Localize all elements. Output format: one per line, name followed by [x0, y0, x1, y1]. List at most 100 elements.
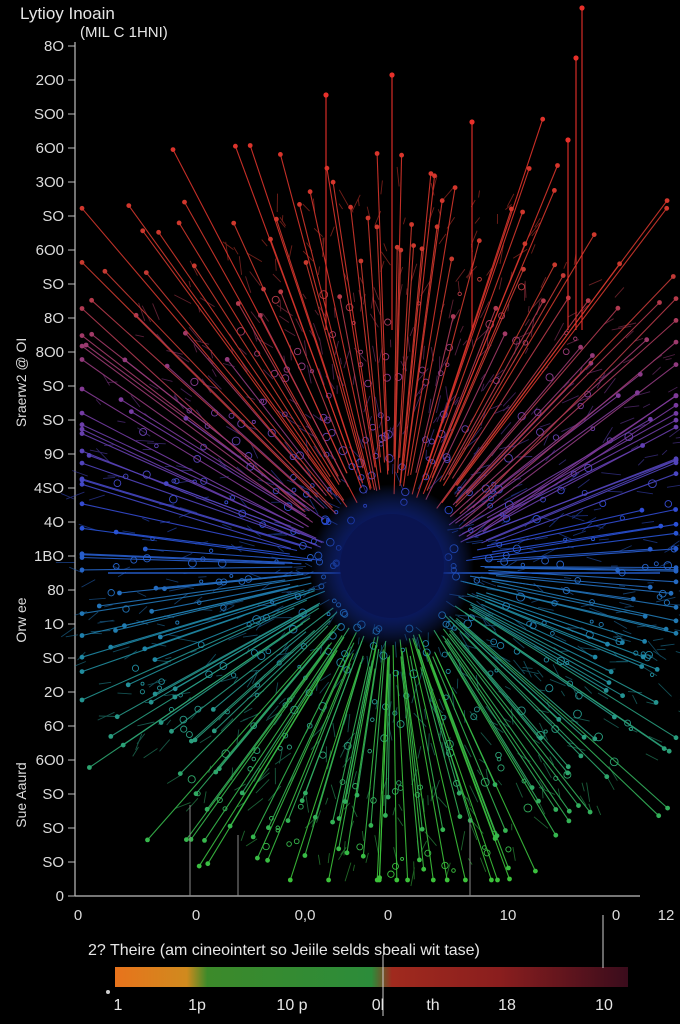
mesh-node [396, 780, 402, 786]
branch-line [490, 566, 677, 571]
branch-line [339, 296, 378, 491]
y-tick-label: 8O0 [36, 344, 64, 361]
colorbar-title: 2? Theire (am cineointert so Jeiile seld… [88, 942, 480, 959]
mesh-segment [644, 454, 659, 459]
mesh-segment [539, 423, 551, 428]
mesh-segment [624, 405, 640, 409]
mesh-segment [325, 797, 329, 805]
branch-tip [605, 641, 610, 647]
mesh-segment [272, 273, 282, 283]
mesh-segment [130, 395, 141, 408]
y-axis-ticks: 0 SO SO SO 6O0 6O 2O SO 1O 80 1BO 4O 4SO 9O SO SO 8O0 8O S… [34, 38, 75, 905]
branch-tip [142, 546, 148, 552]
mesh-node [442, 453, 451, 462]
mesh-segment [284, 646, 289, 653]
mesh-segment [622, 629, 632, 635]
branch-tip [79, 357, 85, 362]
mesh-node [461, 425, 469, 433]
mesh-segment [193, 339, 210, 345]
branch-tip [565, 764, 571, 770]
branch-line [135, 314, 337, 514]
branch-line [81, 556, 285, 565]
mesh-segment [122, 530, 136, 534]
mesh-segment [502, 392, 517, 407]
mesh-node [139, 689, 145, 695]
mesh-segment [149, 383, 159, 390]
mesh-segment [380, 180, 383, 195]
mesh-segment [482, 624, 496, 627]
mesh-segment [471, 592, 479, 598]
branch-line [492, 525, 661, 553]
branch-line [350, 207, 382, 473]
branch-line [81, 589, 305, 658]
branch-line [81, 345, 305, 512]
mesh-segment [464, 632, 470, 638]
mesh-segment [507, 303, 510, 312]
mesh-node [396, 720, 405, 729]
mesh-segment [613, 620, 628, 629]
mesh-segment [366, 206, 371, 218]
branch-tip [191, 263, 197, 269]
spike-tip [469, 119, 475, 125]
mesh-node [190, 377, 199, 386]
mesh-segment [512, 248, 528, 259]
branch-tip [673, 417, 679, 423]
mesh-segment [383, 243, 388, 252]
branch-line [466, 362, 592, 494]
branch-tip [210, 707, 216, 712]
mesh-node [424, 849, 432, 857]
mesh-segment [457, 615, 466, 621]
mesh-segment [552, 664, 561, 679]
mesh-node [293, 347, 302, 356]
branch-line [431, 190, 555, 479]
mesh-segment [343, 714, 348, 725]
mesh-node [422, 473, 430, 481]
mesh-node [534, 408, 542, 417]
mesh-segment [499, 547, 515, 550]
branch-line [171, 607, 334, 732]
branch-line [481, 462, 677, 544]
branch-tip [376, 877, 382, 883]
branch-line [191, 629, 316, 742]
branch-line [462, 581, 677, 634]
mesh-segment [459, 325, 464, 333]
mesh-segment [622, 591, 636, 595]
mesh-segment [97, 711, 115, 721]
mesh-segment [98, 715, 117, 717]
branch-tip [670, 274, 676, 279]
mesh-node [495, 751, 502, 759]
mesh-segment [428, 475, 443, 490]
branch-line [356, 649, 380, 796]
mesh-segment [174, 593, 188, 605]
branch-line [376, 153, 389, 471]
mesh-segment [498, 720, 511, 728]
mesh-segment [656, 648, 666, 651]
mesh-segment [521, 669, 539, 675]
mesh-segment [608, 490, 623, 493]
mesh-segment [188, 327, 202, 342]
mesh-node [306, 722, 313, 729]
y-tick-label: 3O0 [36, 174, 64, 191]
mesh-node [584, 390, 591, 398]
mesh-node [664, 500, 673, 508]
branch-tip [592, 736, 598, 742]
mesh-segment [543, 762, 552, 779]
mesh-node [252, 615, 261, 624]
y-side-label: 2 @ OI [13, 338, 29, 383]
mesh-segment [454, 338, 462, 356]
x-tick-label: 0,0 [295, 907, 316, 924]
branch-tip [606, 680, 612, 685]
branch-line [495, 473, 677, 542]
branch-tip [432, 173, 437, 179]
branch-line [482, 404, 677, 533]
mesh-segment [534, 536, 548, 540]
chart-subtitle: (MIL C 1HNI) [80, 24, 168, 41]
mesh-segment [268, 533, 283, 535]
branch-line [464, 612, 615, 718]
mesh-segment [409, 327, 414, 337]
branch-tip [79, 567, 85, 573]
mesh-segment [166, 775, 181, 784]
mesh-segment [499, 244, 504, 264]
branch-tip [330, 179, 336, 185]
branch-tip [193, 791, 199, 797]
